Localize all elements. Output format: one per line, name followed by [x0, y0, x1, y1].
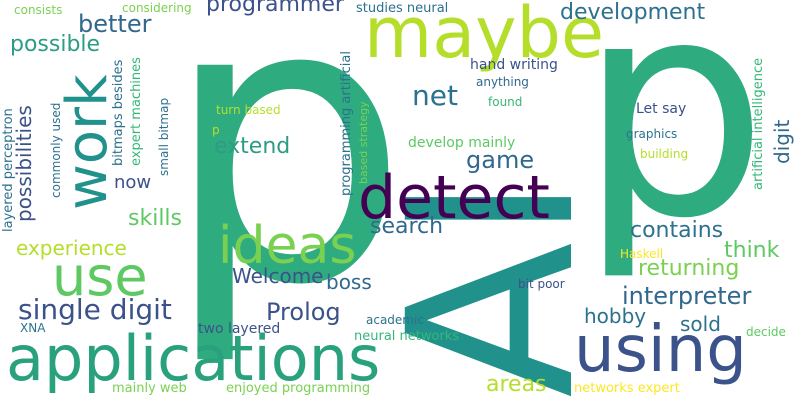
word-development: development — [560, 0, 706, 25]
word-mainly-web: mainly web — [112, 381, 187, 396]
word-bit-poor: bit poor — [518, 277, 565, 291]
word-programming-artificial: programming artificial — [339, 51, 354, 196]
word-use: use — [52, 245, 148, 308]
word-better: better — [78, 10, 152, 38]
word-bitmaps-besides: bitmaps besides — [111, 59, 126, 166]
word-graphics: graphics — [626, 127, 678, 141]
word-experience: experience — [16, 236, 127, 260]
word-two-layered: two layered — [198, 321, 281, 337]
word-p-small: p — [212, 123, 220, 137]
word-studies-neural: studies neural — [356, 1, 449, 16]
word-applications: applications — [6, 322, 381, 395]
word-networks-expert: networks expert — [574, 381, 680, 396]
word-hand-writing: hand writing — [470, 57, 558, 73]
word-decide: decide — [746, 325, 786, 339]
word-boss: boss — [326, 270, 372, 294]
word-develop-mainly: develop mainly — [408, 135, 516, 151]
word-maybe: maybe — [364, 0, 605, 74]
word-commonly-used: commonly used — [49, 102, 63, 198]
word-expert-machines: expert machines — [129, 57, 144, 166]
word-anything: anything — [476, 75, 529, 89]
word-neural-networks: neural networks — [354, 329, 460, 344]
word-interpreter: interpreter — [622, 282, 752, 310]
word-sold: sold — [680, 312, 721, 336]
word-enjoyed-programming: enjoyed programming — [226, 381, 371, 396]
word-returning: returning — [638, 256, 740, 281]
word-haskell: Haskell — [620, 247, 664, 261]
word-extend: extend — [214, 134, 291, 159]
word-hobby: hobby — [584, 304, 647, 328]
word-skills: skills — [128, 206, 183, 231]
word-considering: considering — [122, 1, 192, 15]
word-digit: digit — [770, 119, 794, 164]
word-detect: detect — [358, 163, 550, 233]
word-small-bitmap: small bitmap — [157, 97, 171, 176]
word-based-strategy: based strategy — [357, 101, 370, 184]
word-building: building — [640, 147, 689, 161]
word-welcome: Welcome — [232, 264, 324, 288]
word-programmer: programmer — [206, 0, 344, 17]
word-layered-perceptron: layered perceptron — [1, 108, 16, 232]
word-found: found — [488, 95, 523, 109]
word-possible: possible — [10, 32, 101, 57]
word-now: now — [114, 172, 152, 193]
word-work: work — [55, 74, 120, 210]
word-single-digit: single digit — [18, 293, 172, 326]
word-turn-based: turn based — [216, 103, 281, 117]
word-prolog: Prolog — [266, 298, 341, 326]
word-p-large-left: p — [162, 0, 410, 370]
word-let-say: Let say — [636, 101, 687, 117]
word-net: net — [412, 79, 458, 112]
word-xna: XNA — [20, 321, 46, 335]
word-possibilities: possibilities — [12, 105, 36, 222]
word-p-large-right: p — [578, 0, 769, 284]
word-areas: areas — [486, 372, 547, 397]
word-ideas: ideas — [218, 216, 357, 276]
word-academic: academic — [366, 313, 424, 327]
word-artificial-intelligence: artificial intelligence — [751, 57, 766, 190]
word-using: using — [574, 313, 747, 387]
word-contains: contains — [630, 218, 724, 243]
word-search: search — [370, 214, 444, 239]
word-game: game — [466, 146, 535, 174]
word-consists: consists — [14, 3, 63, 17]
word-think: think — [724, 238, 780, 263]
